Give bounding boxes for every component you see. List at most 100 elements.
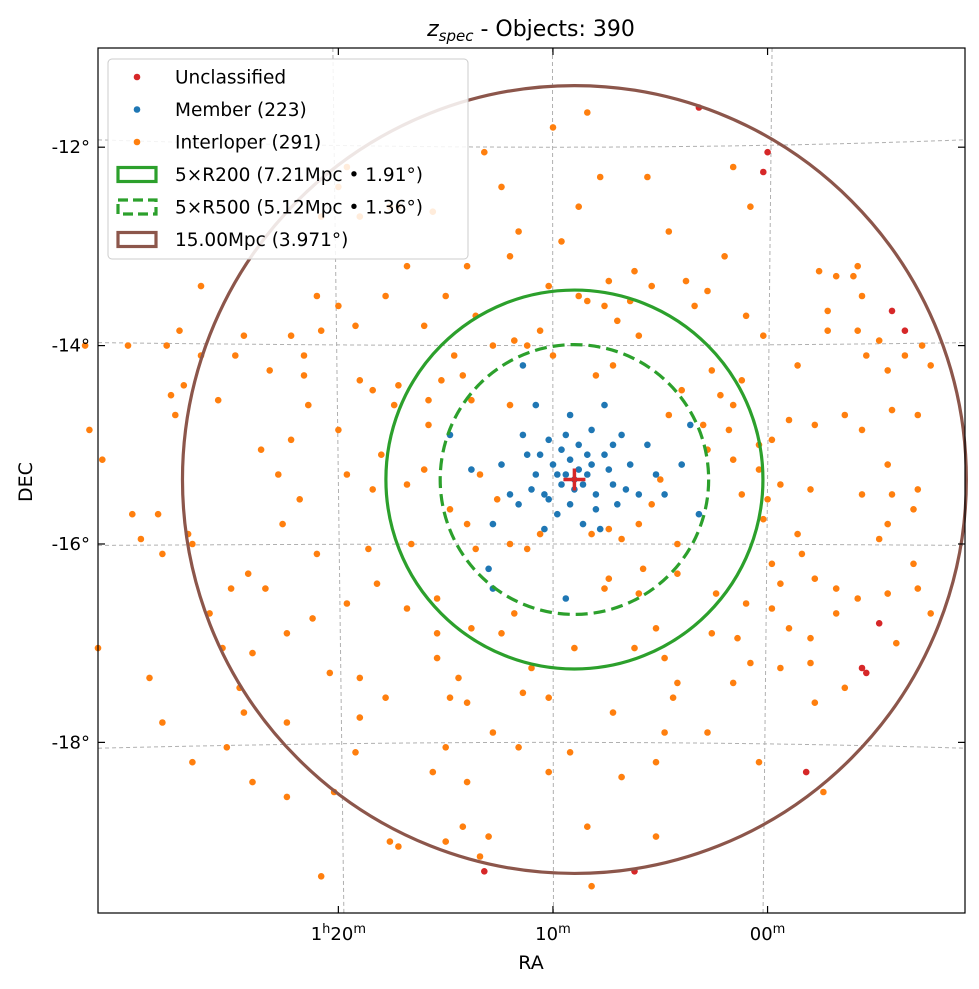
point-member [549, 461, 557, 468]
point-interloper [699, 421, 707, 429]
point-interloper [296, 496, 304, 503]
point-interloper [657, 476, 664, 483]
point-interloper [674, 540, 681, 548]
point-interloper [468, 625, 475, 632]
point-interloper [455, 674, 462, 682]
point-interloper [489, 342, 497, 349]
legend-marker-patch [116, 198, 158, 216]
circle-r500 [438, 342, 711, 617]
point-interloper [365, 545, 372, 553]
legend-label: 15.00Mpc (3.971°) [175, 230, 348, 251]
point-interloper [742, 312, 750, 320]
point-interloper [403, 262, 411, 270]
point-interloper [378, 451, 385, 459]
point-interloper [390, 401, 398, 409]
point-unclassified [802, 768, 810, 776]
point-interloper [665, 411, 673, 419]
point-interloper [768, 605, 776, 612]
point-interloper [648, 282, 655, 290]
point-interloper [927, 362, 934, 369]
point-interloper [592, 372, 600, 379]
point-interloper [674, 570, 681, 577]
point-interloper [244, 570, 252, 577]
point-interloper [618, 535, 625, 543]
point-interloper [442, 838, 450, 845]
point-interloper [910, 506, 917, 513]
point-member [541, 525, 548, 533]
point-interloper [725, 426, 733, 434]
point-interloper [172, 411, 179, 419]
point-interloper [287, 332, 295, 340]
point-interloper [283, 719, 291, 726]
point-interloper [266, 367, 274, 374]
point-interloper [768, 436, 776, 444]
x-tick-label-part: 10 [535, 924, 558, 945]
point-interloper [408, 540, 415, 548]
point-interloper [635, 590, 643, 597]
point-interloper [326, 669, 334, 677]
point-interloper [519, 689, 527, 697]
point-interloper [888, 406, 896, 414]
point-interloper [343, 600, 351, 607]
legend-box [107, 58, 469, 260]
point-interloper [738, 491, 746, 498]
point-interloper [704, 729, 711, 736]
point-interloper [584, 109, 591, 116]
point-interloper [785, 625, 793, 632]
point-member [532, 401, 540, 409]
point-interloper [382, 292, 389, 300]
point-interloper [704, 287, 711, 295]
legend-marker-dot [133, 138, 141, 146]
point-member [601, 451, 608, 459]
point-interloper [648, 501, 655, 508]
point-member [536, 451, 544, 459]
point-interloper [811, 575, 819, 582]
legend-marker-patch [116, 230, 158, 249]
point-interloper [313, 292, 321, 300]
point-interloper [850, 272, 857, 280]
point-interloper [317, 873, 325, 880]
point-interloper [523, 545, 531, 553]
point-interloper [605, 575, 613, 582]
legend: Unclassified Member (223) Interloper (291)… [107, 58, 469, 260]
x-tick-label-part: m [558, 922, 571, 937]
point-interloper [313, 550, 321, 558]
point-interloper [536, 327, 544, 335]
x-tick-label-part: 1 [311, 924, 322, 945]
point-interloper [99, 456, 106, 464]
point-interloper [674, 679, 681, 687]
point-member [562, 431, 570, 439]
point-interloper [910, 560, 917, 568]
point-member [592, 506, 600, 513]
point-interloper [588, 530, 595, 538]
point-interloper [652, 758, 660, 766]
point-interloper [811, 699, 819, 706]
point-interloper [214, 396, 222, 404]
point-interloper [81, 342, 89, 349]
point-interloper [146, 674, 153, 682]
point-interloper [279, 520, 286, 528]
point-interloper [708, 630, 716, 637]
axis-ticks: -12°-14°-16°-18°1h20m 10m 00m [52, 48, 965, 945]
point-interloper [734, 634, 741, 642]
point-interloper [755, 758, 763, 766]
point-interloper [794, 530, 801, 538]
x-tick-label-part: 00 [750, 924, 773, 945]
point-member [588, 426, 595, 434]
point-interloper [476, 471, 484, 478]
point-interloper [914, 486, 922, 493]
point-interloper [807, 486, 814, 493]
point-interloper [287, 436, 295, 444]
point-interloper [369, 486, 377, 493]
point-interloper [163, 342, 170, 349]
point-interloper [545, 282, 552, 290]
point-member [652, 471, 660, 478]
point-interloper [335, 302, 342, 310]
point-interloper [429, 768, 437, 776]
point-interloper [511, 337, 518, 344]
point-interloper [777, 481, 784, 488]
point-member [498, 461, 505, 468]
point-interloper [669, 694, 677, 701]
point-interloper [189, 540, 196, 548]
radius-circles [180, 83, 968, 876]
